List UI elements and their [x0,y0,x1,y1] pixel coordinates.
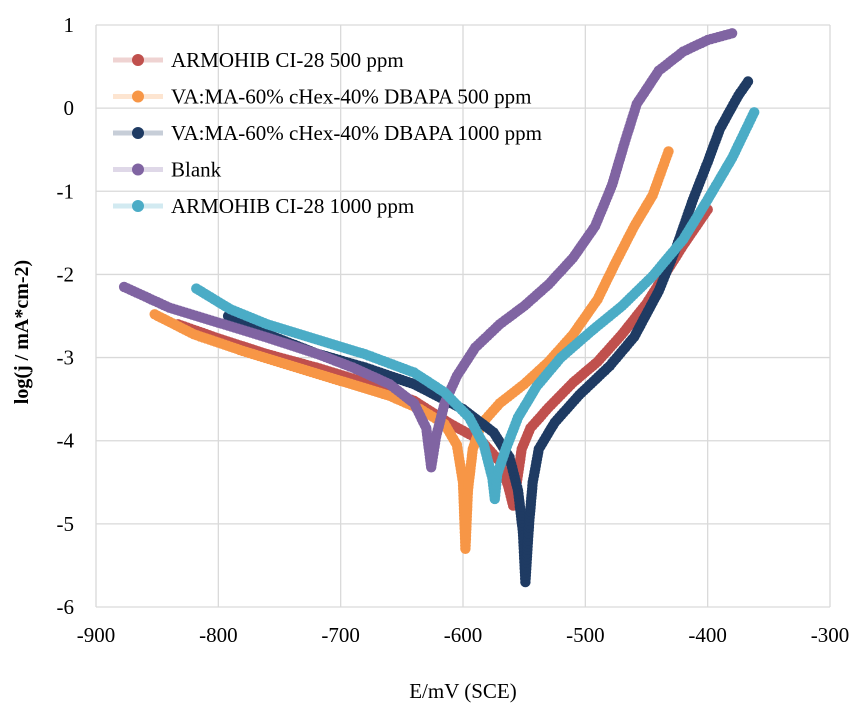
legend-label: ARMOHIB CI-28 500 ppm [171,48,404,72]
legend-marker [132,54,144,66]
x-tick-label: -800 [199,623,238,647]
series-4 [191,107,760,505]
legend-item: Blank [113,158,222,182]
legend-label: VA:MA-60% cHex-40% DBAPA 1000 ppm [171,121,542,145]
y-tick-label: 1 [64,13,75,37]
legend-label: Blank [171,158,222,182]
data-series [118,28,760,588]
legend: ARMOHIB CI-28 500 ppm VA:MA-60% cHex-40% … [113,48,542,218]
y-tick-label: -2 [57,262,75,286]
x-tick-label: -700 [321,623,360,647]
y-axis-title: log(j / mA*cm-2) [11,260,33,404]
y-tick-label: -5 [57,512,75,536]
legend-marker [132,127,144,139]
legend-marker [132,163,144,176]
data-point [749,107,760,118]
legend-item: ARMOHIB CI-28 1000 ppm [113,194,414,218]
legend-item: VA:MA-60% cHex-40% DBAPA 500 ppm [113,85,532,109]
series-2 [222,76,754,588]
y-tick-label: -6 [57,595,75,619]
data-point [742,76,754,87]
legend-marker [132,200,144,212]
legend-item: VA:MA-60% cHex-40% DBAPA 1000 ppm [113,121,542,145]
legend-label: VA:MA-60% cHex-40% DBAPA 500 ppm [171,85,532,109]
x-tick-label: -500 [566,623,605,647]
y-tick-label: -3 [57,346,75,370]
data-point [726,28,738,39]
y-tick-label: -4 [57,429,75,453]
x-tick-label: -300 [811,623,850,647]
y-tick-label: 0 [64,96,75,120]
series-3 [118,28,738,473]
x-tick-label: -600 [444,623,483,647]
legend-label: ARMOHIB CI-28 1000 ppm [171,194,414,218]
y-tick-label: -1 [57,179,75,203]
x-axis-title: E/mV (SCE) [409,679,517,703]
x-tick-label: -400 [688,623,727,647]
data-point [663,146,674,157]
x-tick-label: -900 [77,623,116,647]
tick-labels: -900 -800 -700 -600 -500 -400 -300 1 0 -1 -2 -3 -4 -5… [57,13,850,647]
legend-marker [132,90,144,103]
legend-item: ARMOHIB CI-28 500 ppm [113,48,404,72]
